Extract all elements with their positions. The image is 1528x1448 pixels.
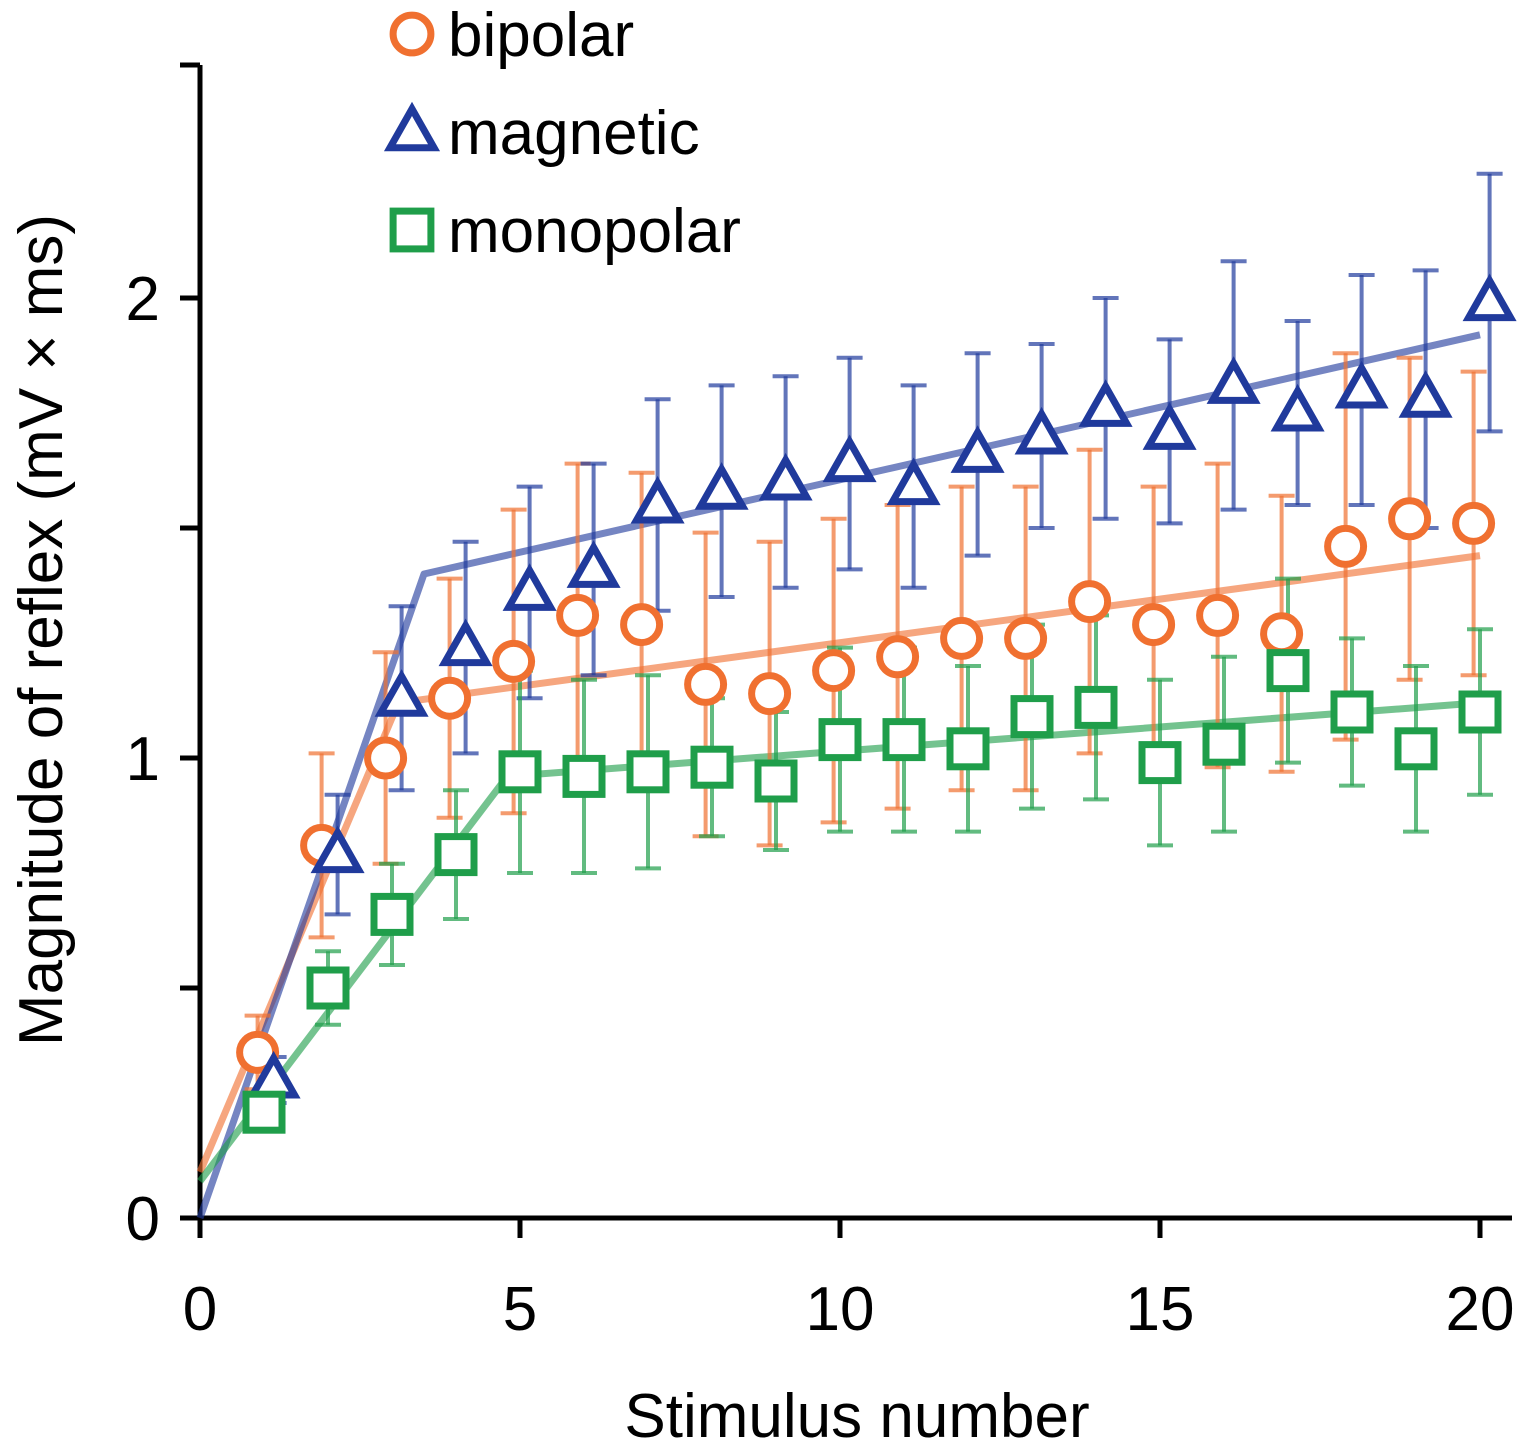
monopolar-point [1202,722,1246,766]
bipolar-point [364,736,408,780]
monopolar-point [1394,727,1438,771]
monopolar-point [1010,695,1054,739]
x-tick-label: 5 [503,1275,537,1344]
magnetic-fit-line [196,331,1481,1220]
monopolar-point [306,966,350,1010]
y-tick-label: 1 [126,725,160,794]
bipolar-point [1452,501,1496,545]
monopolar-point [1458,690,1502,734]
legend-bipolar-label: bipolar [448,1,634,70]
monopolar-point [946,727,990,771]
legend-monopolar-label: monopolar [448,197,741,266]
legend-bipolar-icon [389,11,435,57]
magnetic-point [630,475,685,524]
bipolar-point [940,616,984,660]
error-bars [244,171,1503,1133]
monopolar-point [1138,741,1182,785]
magnetic-point [886,457,941,506]
magnetic-point [438,618,493,667]
magnetic-point [502,563,557,611]
magnetic-point [1142,402,1197,450]
magnetic-point [1206,356,1261,404]
magnetic-point [758,452,813,501]
bipolar-point [1004,616,1048,660]
magnetic-point [1462,273,1517,322]
x-tick-label: 15 [1126,1275,1195,1344]
monopolar-point [1330,690,1374,734]
monopolar-point [690,745,734,789]
y-tick-label: 2 [126,265,160,334]
bipolar-point [1068,580,1112,624]
magnetic-point [1078,379,1133,427]
data-markers [236,273,1517,1134]
x-tick-label: 10 [806,1275,875,1344]
magnetic-point [566,540,621,588]
y-tick-label: 0 [126,1185,160,1254]
bipolar-point [556,593,600,637]
magnetic-point [374,669,429,717]
bipolar-point [620,603,664,647]
bipolar-point [876,635,920,679]
bipolar-point [748,672,792,716]
y-axis-label: Magnitude of reflex (mV × ms) [7,214,76,1046]
legend-magnetic-label: magnetic [448,99,700,168]
magnetic-point [310,825,365,874]
monopolar-point [1074,685,1118,729]
monopolar-point [626,750,670,794]
legend: bipolar magnetic monopolar [383,1,741,266]
x-tick-label: 0 [183,1275,217,1344]
magnetic-point [950,425,1005,473]
bipolar-point [1260,612,1304,656]
magnetic-point [1014,406,1069,455]
bipolar-point [684,662,728,706]
monopolar-point [882,718,926,762]
magnetic-point [822,434,877,483]
bipolar-point [1132,603,1176,647]
monopolar-point [370,892,414,936]
monopolar-point [562,754,606,798]
monopolar-point [498,750,542,794]
monopolar-point [754,759,798,803]
monopolar-point [434,833,478,877]
bipolar-point [812,649,856,693]
legend-magnetic-icon [383,101,441,152]
x-tick-label: 20 [1446,1275,1515,1344]
magnetic-point [1334,360,1389,409]
magnetic-point [694,462,749,510]
monopolar-point [242,1090,286,1134]
bipolar-point [236,1030,280,1074]
bipolar-point [492,639,536,683]
x-axis-label: Stimulus number [624,1382,1089,1448]
magnetic-point [1398,370,1453,418]
bipolar-point [1196,593,1240,637]
monopolar-point [818,718,862,762]
bipolar-point [428,676,472,720]
bipolar-point [1324,524,1368,568]
monopolar-point [1266,649,1310,693]
bipolar-point [1388,497,1432,541]
legend-monopolar-icon [389,207,435,253]
magnetic-point [1270,383,1325,432]
